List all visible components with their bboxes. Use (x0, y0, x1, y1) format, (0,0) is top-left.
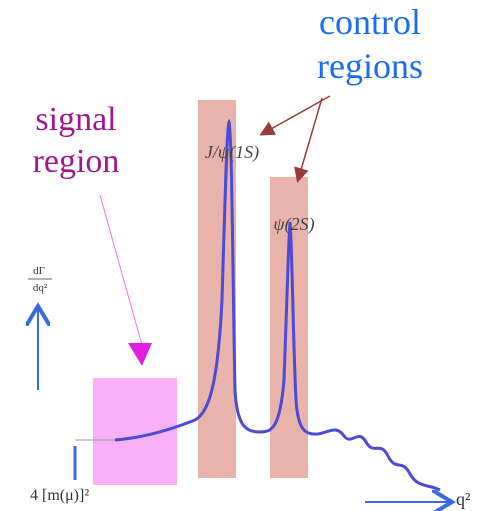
signal-arrow-head (128, 343, 152, 366)
signal-arrow-line (99, 194, 143, 346)
annotation-text: regions (317, 46, 423, 86)
x-origin-label: 4 [m(μ)]² (30, 487, 89, 504)
control-arrow (294, 97, 323, 183)
annotation-text: signal (35, 101, 116, 138)
peak-label: ψ(2S) (273, 214, 314, 235)
annotation-text: control (319, 2, 421, 42)
y-label-denominator: dq² (33, 282, 48, 294)
spectrum-curve (114, 118, 441, 492)
annotation-text: region (33, 143, 120, 180)
peak-label: J/ψ(1S) (205, 142, 259, 163)
control-arrow (259, 95, 331, 136)
y-label-numerator: dΓ (33, 265, 45, 277)
x-axis-label: q² (456, 489, 470, 509)
